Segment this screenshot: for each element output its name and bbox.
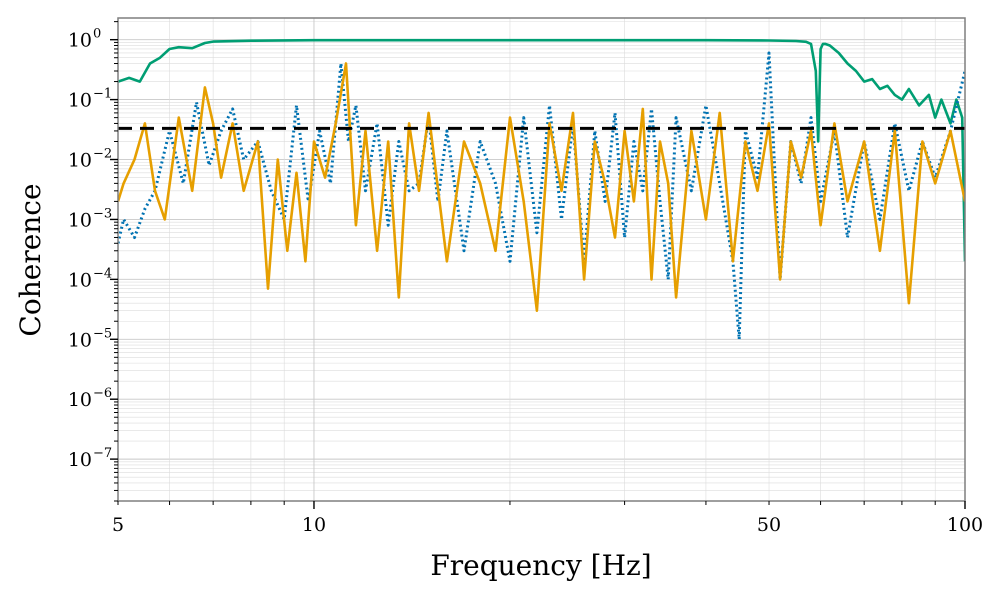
x-axis-title: Frequency [Hz] — [430, 549, 651, 582]
y-tick-label: 10 — [68, 150, 92, 172]
y-tick-label: 10 — [68, 269, 92, 291]
series-line-2 — [118, 62, 965, 312]
y-tick-label-exponent: −3 — [93, 206, 112, 221]
y-tick-label-exponent: −1 — [93, 87, 112, 102]
series-line-0 — [118, 38, 965, 262]
y-axis-title: Coherence — [14, 183, 47, 336]
y-tick-label-exponent: 0 — [93, 27, 101, 42]
x-tick-label: 10 — [302, 514, 326, 536]
y-tick-label: 10 — [68, 30, 92, 52]
y-tick-label-exponent: −7 — [93, 446, 112, 461]
y-tick-label: 10 — [68, 329, 92, 351]
y-tick-label-exponent: −4 — [93, 266, 112, 281]
y-tick-label: 10 — [68, 449, 92, 471]
y-tick-label-exponent: −5 — [93, 326, 112, 341]
series-layer — [118, 38, 965, 341]
y-tick-label: 10 — [68, 389, 92, 411]
x-tick-label: 100 — [947, 514, 983, 536]
x-tick-label: 50 — [757, 514, 781, 536]
y-tick-label-exponent: −2 — [93, 147, 112, 162]
tick-layer — [110, 21, 966, 509]
x-tick-label: 5 — [112, 514, 124, 536]
y-tick-label-exponent: −6 — [93, 386, 112, 401]
y-tick-label: 10 — [68, 209, 92, 231]
plot-frame — [117, 17, 966, 502]
y-tick-label: 10 — [68, 90, 92, 112]
